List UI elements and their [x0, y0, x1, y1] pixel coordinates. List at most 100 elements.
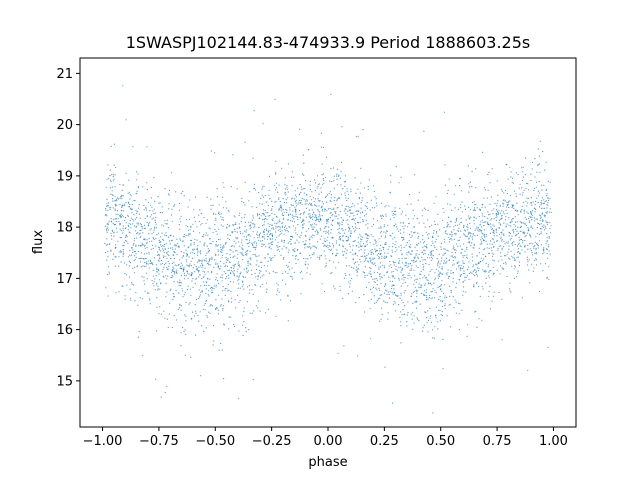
data-point: [450, 326, 452, 328]
data-point: [183, 195, 185, 197]
data-point: [197, 314, 199, 317]
data-point: [504, 261, 507, 263]
data-point: [311, 223, 313, 225]
data-point: [236, 238, 238, 240]
data-point: [263, 231, 265, 233]
data-point: [392, 213, 394, 215]
data-point: [266, 238, 268, 240]
data-point: [295, 232, 297, 234]
data-point: [257, 300, 259, 302]
data-point: [389, 260, 391, 263]
data-point: [152, 264, 154, 266]
data-point: [322, 173, 325, 175]
data-point: [272, 217, 274, 219]
data-point: [186, 264, 188, 266]
data-point: [271, 243, 273, 245]
data-point: [395, 268, 397, 270]
data-point: [493, 208, 495, 210]
data-point: [365, 286, 367, 288]
data-point: [146, 292, 149, 294]
data-point: [492, 274, 494, 276]
data-point: [536, 259, 538, 261]
data-point: [513, 241, 515, 243]
data-point: [131, 283, 133, 285]
data-point: [370, 199, 372, 201]
data-point: [239, 273, 241, 275]
data-point: [437, 277, 439, 279]
data-point: [216, 196, 219, 198]
data-point: [445, 272, 447, 274]
data-point: [149, 259, 152, 261]
data-point: [529, 248, 531, 250]
data-point: [200, 250, 202, 252]
data-point: [153, 257, 156, 259]
data-point: [194, 283, 196, 285]
data-point: [333, 180, 335, 182]
data-point: [230, 290, 232, 293]
data-point: [178, 246, 180, 248]
data-point: [194, 221, 196, 223]
data-point: [167, 261, 169, 263]
data-point: [144, 227, 146, 229]
data-point: [211, 272, 213, 274]
data-point: [303, 192, 305, 194]
data-point: [498, 222, 500, 224]
data-point: [330, 167, 332, 170]
data-point: [490, 226, 492, 228]
data-point: [190, 356, 192, 358]
data-point: [437, 286, 439, 288]
data-point: [489, 285, 491, 288]
data-point: [412, 218, 414, 220]
data-point: [512, 182, 515, 184]
data-point: [268, 272, 271, 274]
data-point: [311, 216, 313, 218]
data-point: [185, 249, 187, 251]
data-point: [208, 284, 210, 287]
data-point: [302, 227, 304, 229]
data-point: [370, 250, 372, 252]
data-point: [345, 212, 347, 215]
data-point: [259, 232, 261, 234]
data-point: [147, 224, 150, 226]
data-point: [406, 242, 408, 244]
data-point: [433, 230, 435, 232]
data-point: [496, 269, 498, 271]
data-point: [187, 235, 189, 237]
data-point: [541, 189, 543, 191]
data-point: [311, 218, 314, 220]
data-point: [241, 253, 243, 255]
data-point: [282, 222, 284, 224]
data-point: [468, 186, 470, 188]
data-point: [432, 242, 434, 244]
data-point: [510, 250, 512, 252]
data-point: [333, 175, 335, 177]
data-point: [299, 272, 301, 274]
data-point: [319, 238, 321, 240]
data-point: [284, 177, 286, 179]
data-point: [516, 233, 518, 235]
data-point: [164, 392, 166, 394]
data-point: [225, 256, 227, 259]
data-point: [464, 279, 466, 281]
data-point: [110, 206, 112, 208]
data-point: [418, 283, 420, 285]
data-point: [188, 233, 190, 235]
data-point: [521, 209, 523, 211]
data-point: [236, 231, 238, 233]
data-point: [411, 318, 413, 320]
data-point: [355, 252, 357, 254]
data-point: [487, 222, 489, 225]
data-point: [410, 267, 412, 269]
data-point: [340, 161, 343, 164]
data-point: [509, 290, 511, 292]
data-point: [388, 297, 391, 299]
data-point: [279, 230, 281, 232]
data-point: [209, 242, 211, 245]
data-point: [487, 264, 490, 266]
data-point: [275, 315, 277, 317]
data-point: [183, 245, 185, 247]
data-point: [112, 200, 114, 202]
data-point: [279, 233, 281, 236]
data-point: [491, 168, 493, 170]
data-point: [350, 188, 352, 190]
